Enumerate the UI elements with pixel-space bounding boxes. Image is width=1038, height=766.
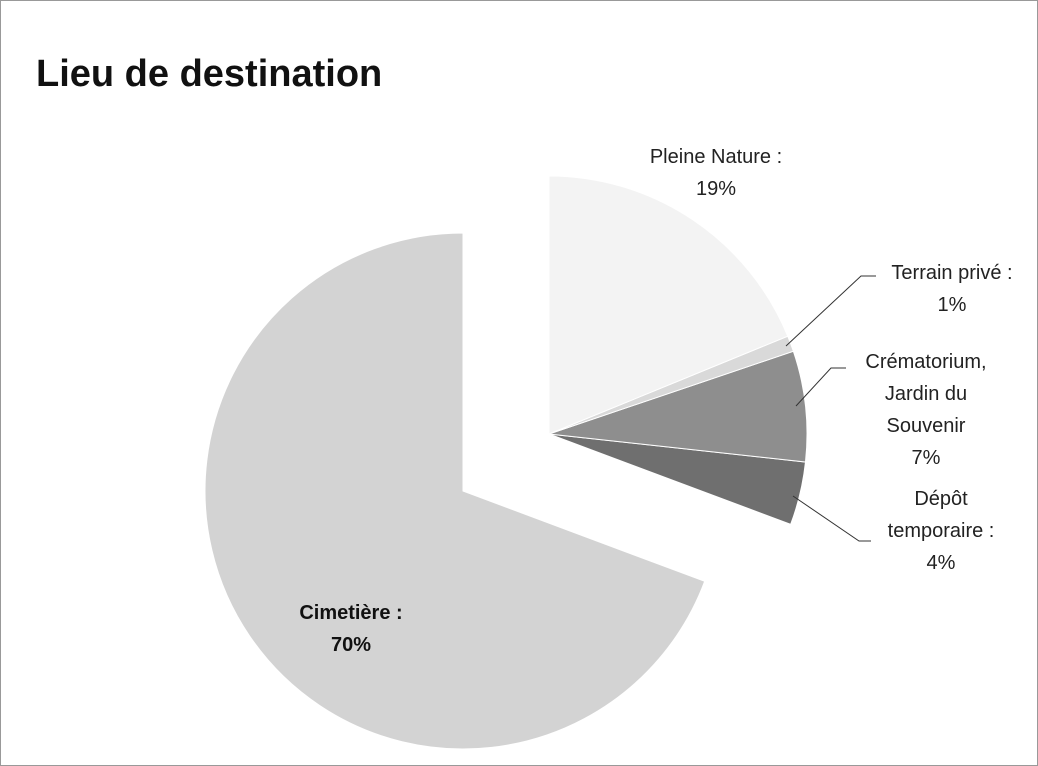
value-label: 7% [911,447,941,469]
pie-slice [548,350,808,463]
leader-line [785,275,876,347]
category-label: Cimetière : [299,602,403,624]
value-label: 4% [926,552,956,574]
slice-label: Dépôt temporaire : 4% [866,483,1016,579]
category-label: Pleine Nature : [649,146,783,168]
category-label: Dépôt temporaire : [887,488,995,542]
category-label: Crématorium, Jardin du Souvenir [865,351,987,437]
value-label: 1% [937,294,967,316]
chart-title: Lieu de destination [36,53,383,95]
category-label: Terrain privé : [891,262,1013,284]
slice-label: Terrain privé : 1% [867,257,1037,321]
slice-label: Crématorium, Jardin du Souvenir 7% [851,346,1001,474]
slice-label: Pleine Nature : 19% [601,141,831,205]
leader-line [795,367,846,407]
value-label: 19% [695,178,737,200]
value-label: 70% [330,634,372,656]
leader-line [792,495,871,542]
slice-label: Cimetière : 70% [251,597,451,661]
pie-slice [548,175,789,435]
pie-slice [204,232,706,750]
